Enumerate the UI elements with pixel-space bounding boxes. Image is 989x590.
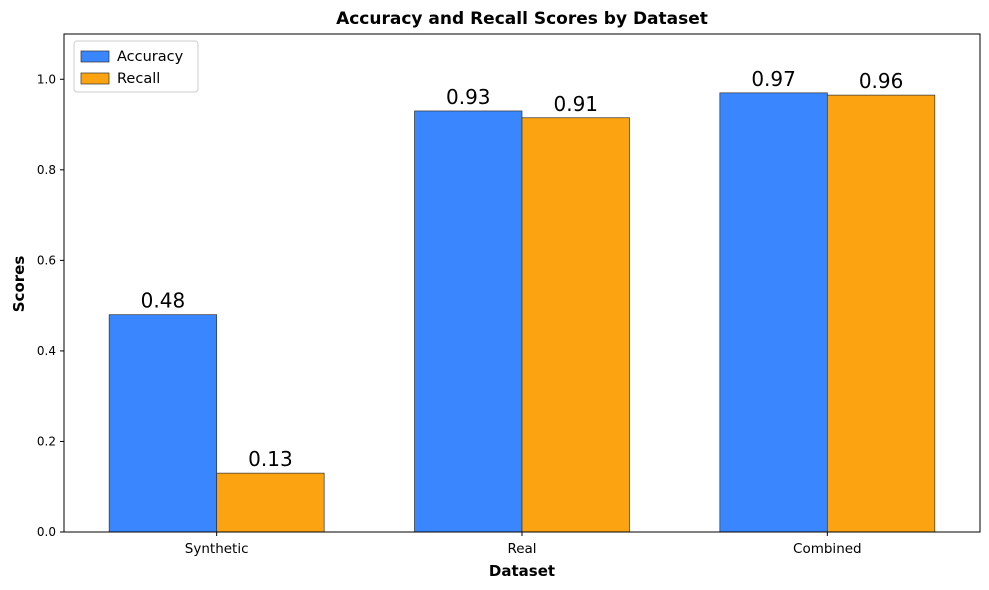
legend-swatch-recall <box>80 72 110 85</box>
bar-recall-combined <box>826 94 936 533</box>
x-tick-label: Synthetic <box>185 541 249 557</box>
legend-label-accuracy: Accuracy <box>117 49 184 65</box>
y-tick-label: 0.6 <box>37 253 56 267</box>
chart-title: Accuracy and Recall Scores by Dataset <box>336 9 708 29</box>
y-axis-label: Scores <box>10 256 28 313</box>
bar-accuracy-synthetic <box>108 314 218 533</box>
y-tick-label: 0.2 <box>37 434 56 448</box>
bar-recall-real <box>521 117 630 533</box>
bar-value-label: 0.97 <box>751 67 796 91</box>
bar-accuracy-combined <box>719 92 828 533</box>
axes-layer: 0.0 0.2 0.4 0.6 0.8 1.0 Synthetic Real Combined <box>37 33 981 557</box>
bar-labels-layer: 0.48 0.13 0.93 0.91 0.97 0.96 <box>141 67 904 471</box>
bar-value-label: 0.48 <box>141 289 186 313</box>
x-tick-label: Real <box>507 541 536 557</box>
y-tick-label: 0.0 <box>37 525 56 539</box>
bar-value-label: 0.93 <box>446 85 491 109</box>
bar-recall-synthetic <box>216 472 325 533</box>
legend: Accuracy Recall <box>73 40 199 93</box>
y-tick-label: 1.0 <box>37 72 56 86</box>
legend-swatch-accuracy <box>80 50 110 63</box>
bar-value-label: 0.91 <box>553 92 598 116</box>
bar-accuracy-real <box>414 110 523 533</box>
x-axis-label: Dataset <box>489 562 555 580</box>
y-tick-label: 0.8 <box>37 163 56 177</box>
x-tick-label: Combined <box>793 541 862 557</box>
bars-layer <box>108 92 936 533</box>
bar-value-label: 0.96 <box>859 69 904 93</box>
bar-value-label: 0.13 <box>248 447 293 471</box>
legend-label-recall: Recall <box>117 71 160 87</box>
y-tick-label: 0.4 <box>37 344 56 358</box>
